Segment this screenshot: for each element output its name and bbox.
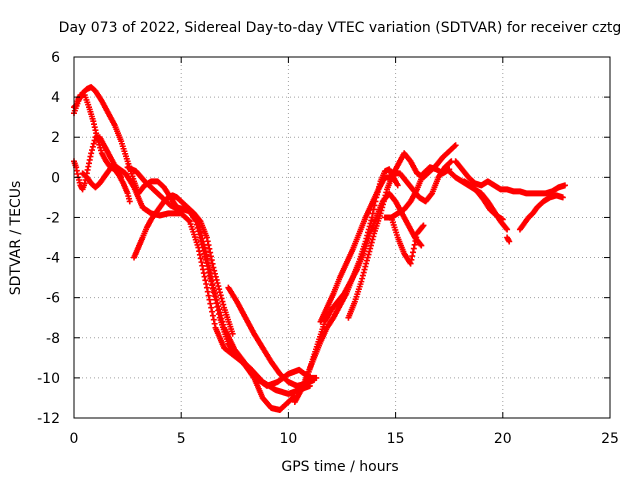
x-tick-label: 20 xyxy=(494,431,512,447)
data-point-markers xyxy=(516,192,566,233)
series-track-r xyxy=(516,192,566,233)
data-point-markers xyxy=(345,158,455,321)
data-point-markers xyxy=(131,192,236,337)
x-tick-label: 10 xyxy=(279,431,297,447)
y-tick-label: 6 xyxy=(51,50,60,66)
data-point-markers xyxy=(461,178,506,223)
y-tick-label: 0 xyxy=(51,170,60,186)
series-track-f xyxy=(131,192,236,337)
y-tick-label: -4 xyxy=(46,251,60,267)
axis-ticks xyxy=(73,56,611,419)
series-track-l xyxy=(345,158,455,321)
data-point-markers xyxy=(452,158,568,197)
data-point-markers xyxy=(317,142,459,325)
data-points xyxy=(71,84,568,413)
x-tick-label: 15 xyxy=(387,431,405,447)
y-tick-label: -2 xyxy=(46,210,60,226)
series-track-k xyxy=(317,142,459,325)
data-point-markers xyxy=(388,214,427,267)
y-axis-title: SDTVAR / TECUs xyxy=(8,181,24,296)
y-tick-label: -10 xyxy=(37,371,60,387)
series-track-n xyxy=(388,214,427,267)
plot-frame xyxy=(73,56,611,419)
series-track-p xyxy=(452,158,568,197)
y-tick-label: -12 xyxy=(37,411,60,427)
data-point-markers xyxy=(135,178,298,413)
y-tick-label: 4 xyxy=(51,90,60,106)
y-tick-label: -6 xyxy=(46,291,60,307)
series-track-g xyxy=(135,178,298,413)
x-tick-label: 25 xyxy=(601,431,619,447)
chart-title: Day 073 of 2022, Sidereal Day-to-day VTE… xyxy=(59,20,622,36)
data-point-markers xyxy=(504,234,513,245)
y-tick-label: 2 xyxy=(51,130,60,146)
x-axis-title: GPS time / hours xyxy=(281,459,398,475)
tick-labels: 0 5 10 15 20 25 -12 -10 -8 -6 -4 -2 0 2 4 6 xyxy=(37,50,619,447)
y-tick-label: -8 xyxy=(46,331,60,347)
series-track-q xyxy=(461,178,506,223)
series-track-s xyxy=(504,234,513,245)
x-tick-label: 5 xyxy=(177,431,186,447)
x-tick-label: 0 xyxy=(70,431,79,447)
